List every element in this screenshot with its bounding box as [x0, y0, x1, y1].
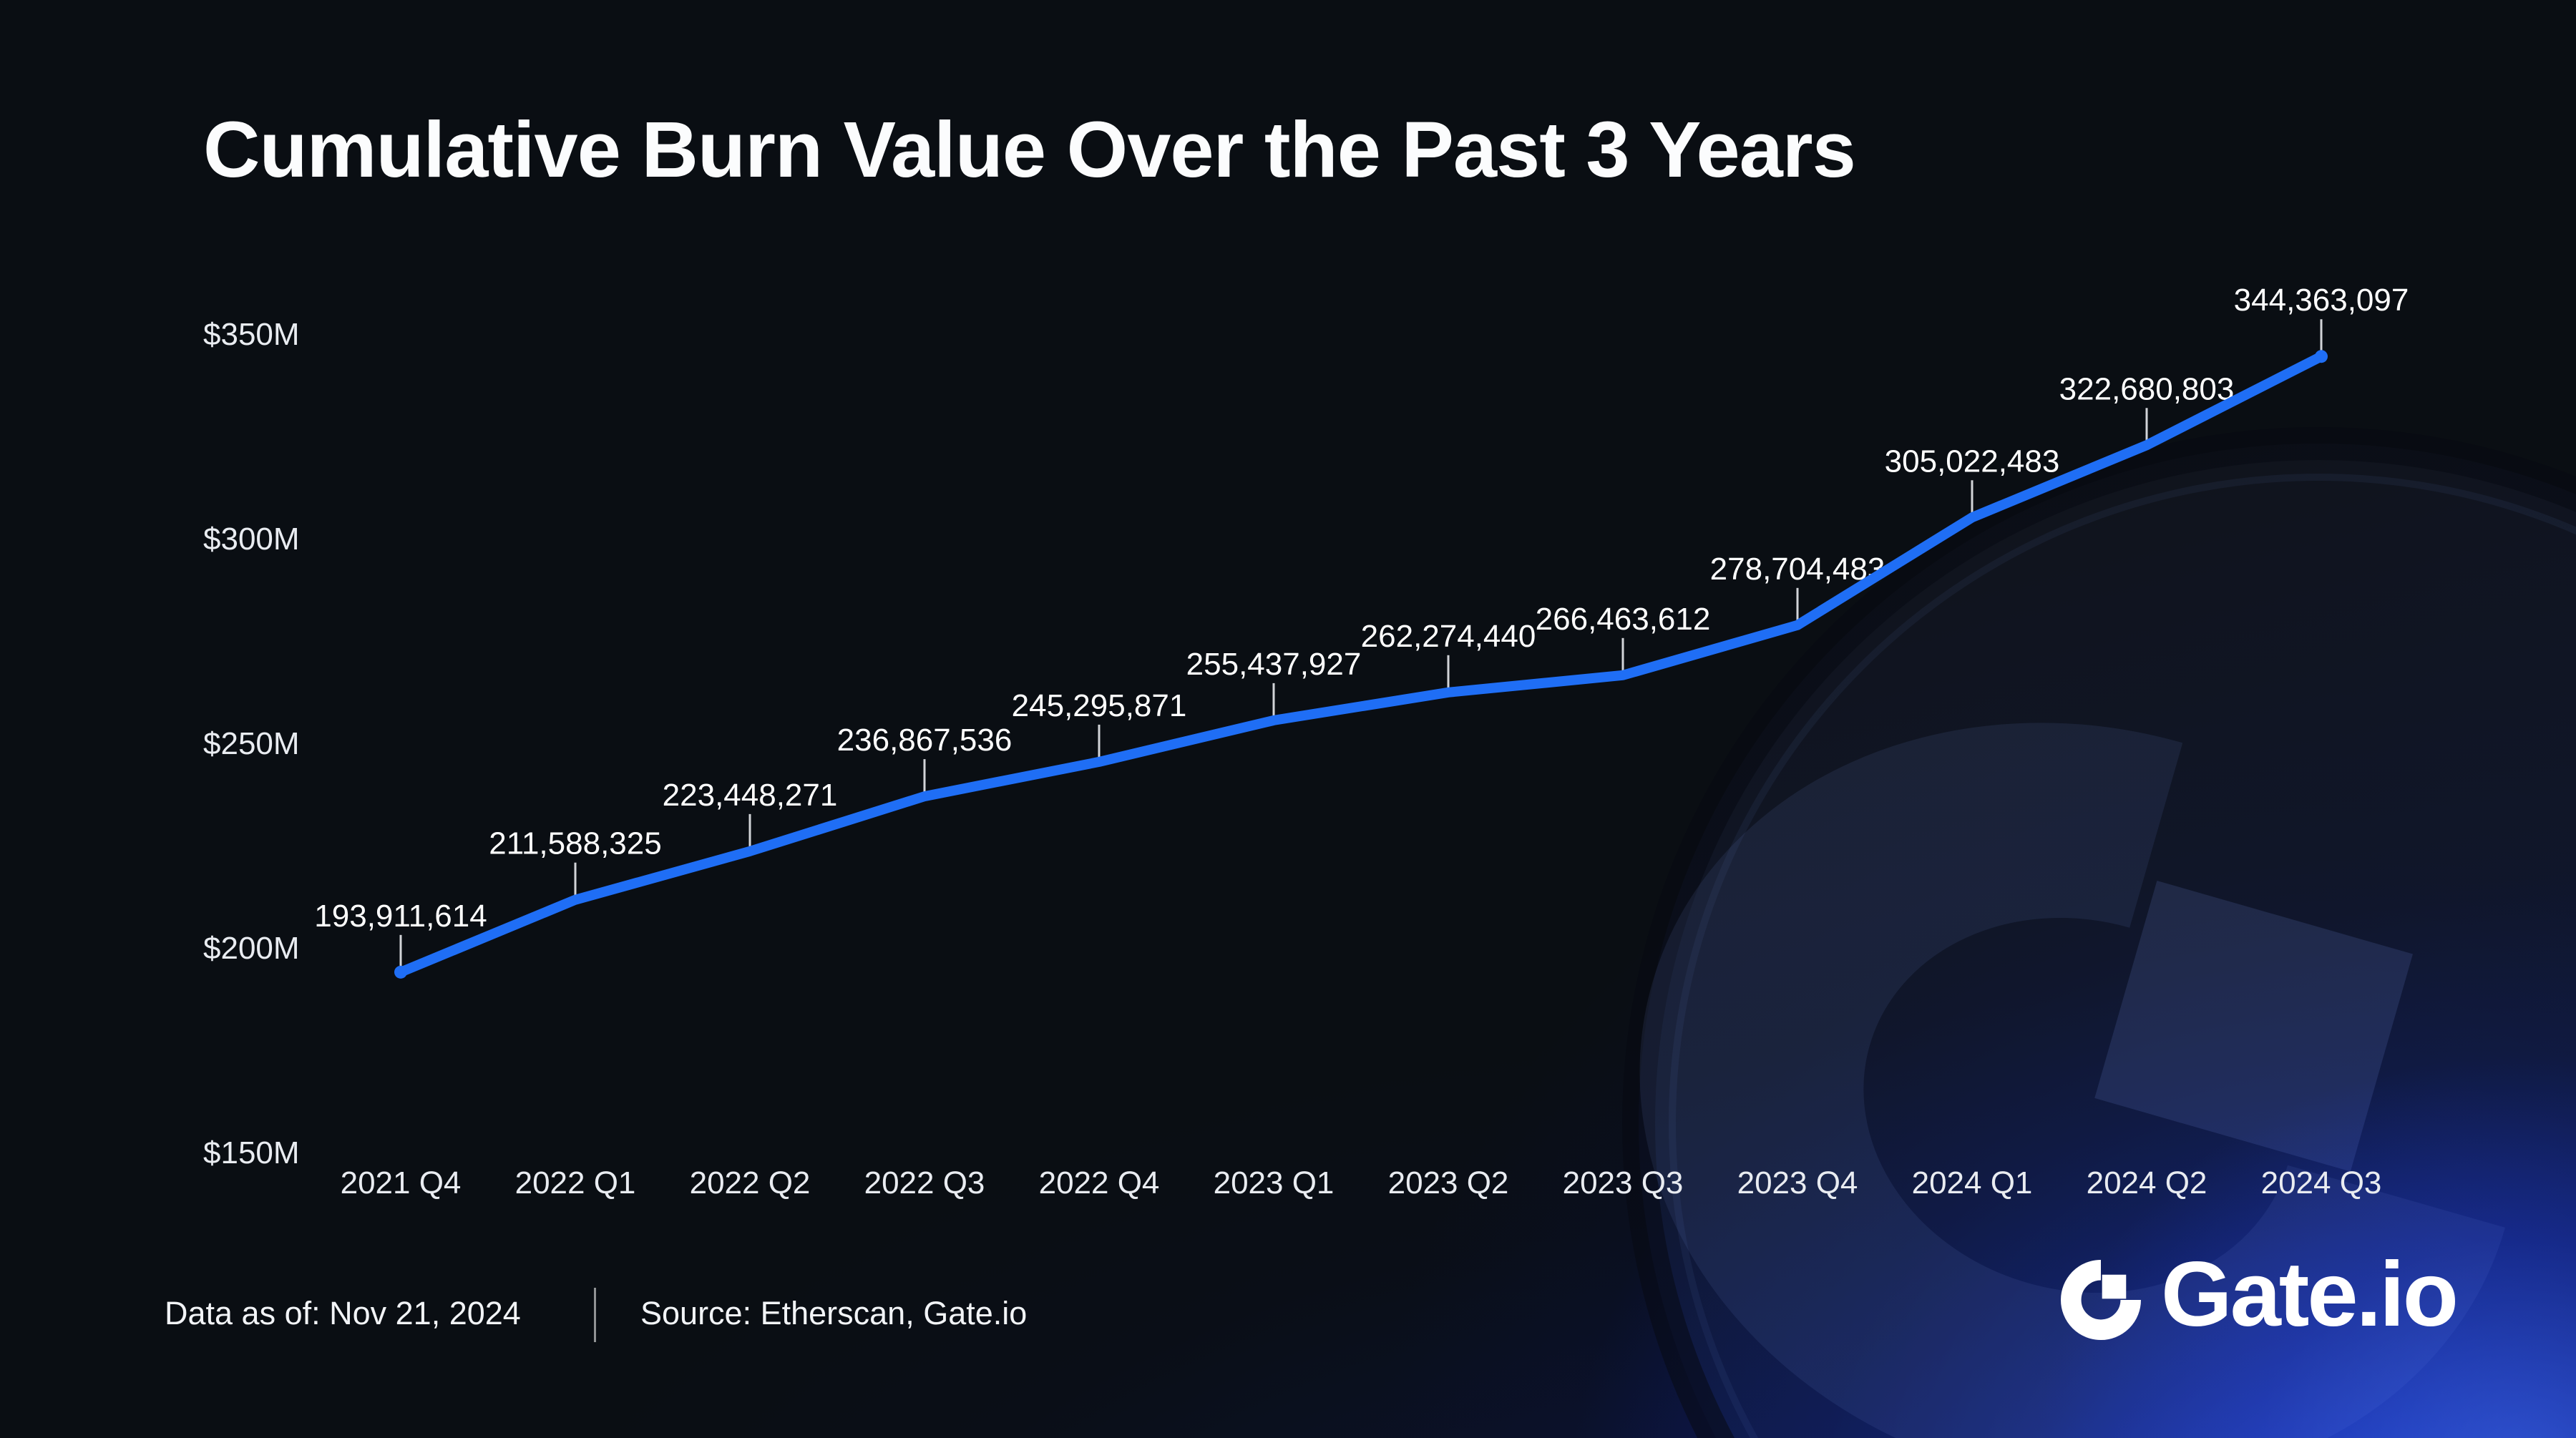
data-point-label: 255,437,927	[1186, 647, 1362, 682]
data-point-label: 344,363,097	[2234, 283, 2409, 318]
x-axis-label: 2022 Q2	[690, 1165, 811, 1200]
data-point-label: 322,680,803	[2059, 371, 2235, 406]
data-point-label: 236,867,536	[837, 723, 1013, 758]
data-point-label: 193,911,614	[314, 899, 487, 934]
x-axis-label: 2023 Q2	[1388, 1165, 1509, 1200]
x-axis-label: 2024 Q2	[2087, 1165, 2207, 1200]
gate-io-wordmark: Gate.io	[2161, 1243, 2459, 1346]
data-point-label: 245,295,871	[1012, 688, 1187, 723]
x-axis-label: 2023 Q4	[1737, 1165, 1858, 1200]
gate-g-logo-icon	[2061, 1260, 2141, 1340]
x-axis-label: 2024 Q1	[1912, 1165, 2033, 1200]
burn-value-line	[396, 351, 2326, 977]
y-axis-tick: $250M	[203, 726, 300, 761]
line-endpoint	[2315, 350, 2328, 363]
x-axis-label: 2022 Q3	[864, 1165, 985, 1200]
data-point-label: 211,588,325	[489, 826, 661, 861]
x-axis-label: 2023 Q1	[1214, 1165, 1335, 1200]
chart-title: Cumulative Burn Value Over the Past 3 Ye…	[203, 106, 1856, 194]
y-axis-tick: $350M	[203, 317, 300, 352]
x-axis-label: 2022 Q4	[1039, 1165, 1160, 1200]
line-endpoint	[394, 965, 407, 979]
data-as-of-label: Data as of: Nov 21, 2024	[165, 1295, 521, 1331]
gate-g-mark	[2061, 1260, 2141, 1340]
footer-divider	[594, 1288, 596, 1342]
x-axis-label: 2023 Q3	[1563, 1165, 1684, 1200]
data-point-label: 278,704,483	[1710, 552, 1885, 587]
y-axis-tick: $200M	[203, 931, 300, 966]
source-label: Source: Etherscan, Gate.io	[640, 1295, 1028, 1331]
x-axis-label: 2024 Q3	[2261, 1165, 2382, 1200]
gate-io-logo: Gate.io	[2057, 1243, 2459, 1348]
data-point-label: 262,274,440	[1361, 619, 1536, 654]
x-axis-label: 2022 Q1	[515, 1165, 636, 1200]
data-point-label: 223,448,271	[663, 778, 838, 813]
data-point-label: 305,022,483	[1885, 444, 2060, 479]
y-axis-tick: $150M	[203, 1135, 300, 1170]
y-axis-tick: $300M	[203, 522, 300, 557]
data-point-label: 266,463,612	[1536, 602, 1711, 637]
x-axis-label: 2021 Q4	[341, 1165, 462, 1200]
